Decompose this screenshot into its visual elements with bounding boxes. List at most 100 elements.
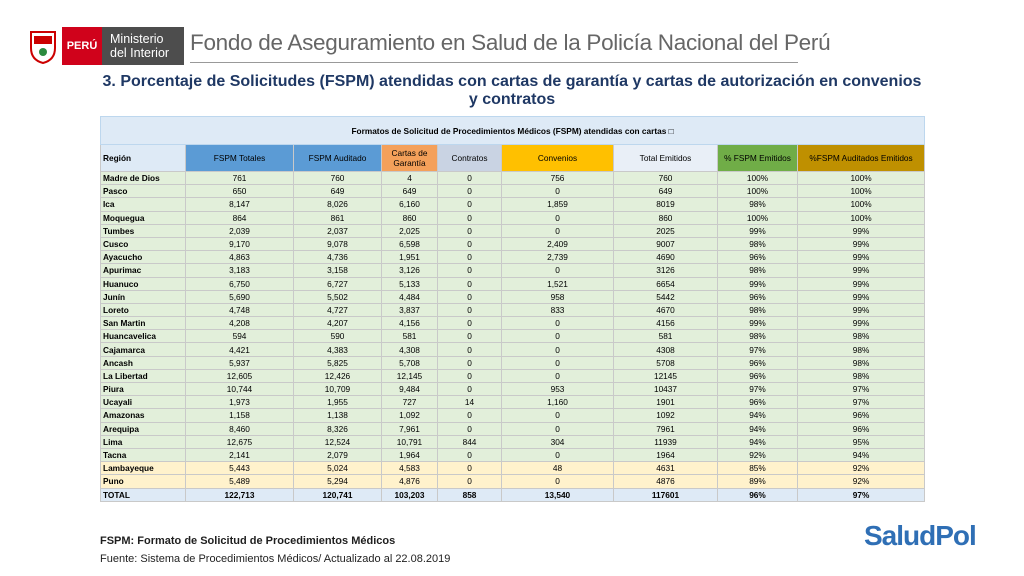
table-cell: 94% [796,447,926,463]
table-cell: 0 [437,447,502,463]
table-cell: 95% [796,434,926,449]
table-cell: 12,675 [185,434,294,449]
table-cell: 4,863 [185,250,294,265]
table-cell: 1092 [613,408,718,423]
table-cell: 98% [796,355,926,370]
table-cell: 11939 [613,434,718,449]
table-cell: Tumbes [100,223,186,238]
table-cell: 8,026 [293,197,382,212]
table-cell: 760 [613,170,718,186]
table-row: Arequipa 8,460 8,326 7,961 0 0 7961 94% 96% [100,421,926,436]
table-cell: 1,160 [501,395,614,410]
table-cell: 96% [717,487,798,502]
table-cell: 103,203 [381,487,438,502]
table-cell: 99% [717,276,798,291]
table-cell: Cajamarca [100,342,186,357]
table-row: Piura 10,744 10,709 9,484 0 953 10437 97% 97% [100,381,926,397]
table-cell: 3126 [613,263,718,278]
table-cell: 0 [437,197,502,212]
column-header: Contratos [437,144,502,172]
table-cell: 0 [437,408,502,423]
table-cell: TOTAL [100,487,186,502]
table-cell: 5,443 [185,461,294,476]
table-cell: 0 [501,223,614,238]
table-cell: 12,524 [293,434,382,449]
table-cell: 0 [501,355,614,370]
table-cell: Junín [100,289,186,304]
table-cell: 99% [717,316,798,331]
table-cell: 48 [501,461,614,476]
table-cell: 98% [796,329,926,344]
organization: Fondo de Aseguramiento en Salud de la Po… [190,30,831,55]
table-cell: 100% [796,210,926,225]
table-cell: 94% [717,434,798,449]
table-cell: Loreto [100,302,186,318]
table-cell: 97% [717,342,798,357]
table-cell: 0 [501,329,614,344]
table-cell: 0 [501,184,614,199]
table-cell: 4,156 [381,316,438,331]
table-cell: 99% [717,223,798,238]
table-cell: 2,037 [293,223,382,238]
table-cell: 97% [796,395,926,410]
table-cell: 581 [613,329,718,344]
table-cell: 0 [437,461,502,476]
table-row: Huanuco 6,750 6,727 5,133 0 1,521 6654 99% 99% [100,276,926,291]
table-cell: 3,126 [381,263,438,278]
table-cell: 0 [501,368,614,384]
table-cell: 98% [717,236,798,252]
footnote: FSPM: Formato de Solicitud de Procedimie… [100,535,396,547]
table-cell: 92% [717,447,798,463]
table-cell: 1,138 [293,408,382,423]
table-cell: 0 [501,474,614,489]
table-cell: Puno [100,474,186,489]
table-cell: 0 [501,210,614,225]
table-cell: 12145 [613,368,718,384]
table-cell: 99% [796,302,926,318]
table-cell: 4,736 [293,250,382,265]
table-row: San Martin 4,208 4,207 4,156 0 0 4156 99% 99% [100,316,926,331]
table-cell: 99% [796,289,926,304]
table-cell: 8,460 [185,421,294,436]
table-cell: 304 [501,434,614,449]
table-cell: 98% [717,197,798,212]
table-cell: 99% [796,263,926,278]
table-cell: 92% [796,461,926,476]
table-cell: 650 [185,184,294,199]
table-cell: 727 [381,395,438,410]
table-cell: 0 [437,355,502,370]
table-cell: 860 [381,210,438,225]
table-row: Amazonas 1,158 1,138 1,092 0 0 1092 94% 96% [100,408,926,423]
table-row: TOTAL 122,713 120,741 103,203 858 13,540 11760… [100,487,926,502]
table-row: Tacna 2,141 2,079 1,964 0 0 1964 92% 94% [100,447,926,463]
table-cell: 6,750 [185,276,294,291]
table-cell: 12,145 [381,368,438,384]
table-cell: 4670 [613,302,718,318]
table-caption: Formatos de Solicitud de Procedimientos … [99,116,926,145]
table-cell: 1,859 [501,197,614,212]
table-cell: 99% [796,250,926,265]
table-cell: 7961 [613,421,718,436]
table-cell: 98% [717,329,798,344]
table-cell: Huancavelica [100,329,186,344]
table-cell: 4876 [613,474,718,489]
table-cell: 4156 [613,316,718,331]
table-cell: 96% [717,250,798,265]
country-badge: PERÚ [62,27,102,65]
table-cell: 5,825 [293,355,382,370]
table-cell: 594 [185,329,294,344]
table-cell: 2,079 [293,447,382,463]
emblem [30,31,56,64]
table-cell: 844 [437,434,502,449]
column-header: Convenios [501,144,614,172]
table-cell: 4690 [613,250,718,265]
table-cell: Ucayali [100,395,186,410]
table-cell: 94% [717,408,798,423]
table-cell: 10437 [613,381,718,397]
table-cell: Moquegua [100,210,186,225]
table-cell: 2,739 [501,250,614,265]
table-cell: 100% [796,197,926,212]
table-cell: 1,973 [185,395,294,410]
table-cell: 10,709 [293,381,382,397]
